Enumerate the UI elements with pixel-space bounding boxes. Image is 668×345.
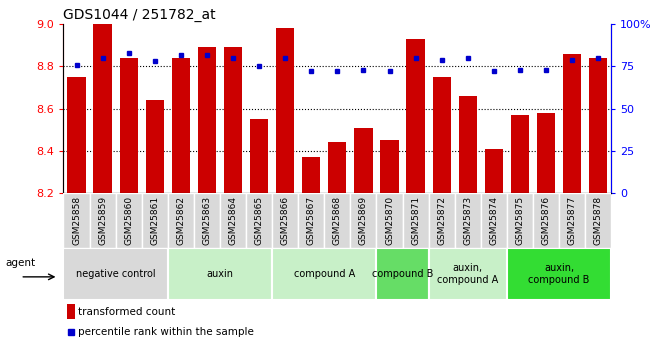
Bar: [324, 193, 351, 248]
Text: percentile rank within the sample: percentile rank within the sample: [78, 327, 254, 337]
Bar: [328, 142, 347, 193]
Text: auxin: auxin: [206, 269, 233, 279]
Text: GSM25875: GSM25875: [516, 196, 524, 245]
Text: GSM25862: GSM25862: [176, 196, 185, 245]
Bar: [67, 304, 75, 319]
Text: GSM25872: GSM25872: [437, 196, 446, 245]
Bar: [272, 193, 298, 248]
Text: compound B: compound B: [372, 269, 434, 279]
Bar: [168, 248, 272, 300]
Bar: [116, 193, 142, 248]
Bar: [90, 193, 116, 248]
Bar: [250, 119, 269, 193]
Text: GDS1044 / 251782_at: GDS1044 / 251782_at: [63, 8, 216, 22]
Bar: [403, 193, 429, 248]
Text: GSM25874: GSM25874: [490, 196, 498, 245]
Bar: [220, 193, 246, 248]
Bar: [146, 100, 164, 193]
Bar: [455, 193, 481, 248]
Bar: [589, 58, 607, 193]
Bar: [511, 115, 529, 193]
Text: GSM25860: GSM25860: [124, 196, 133, 245]
Bar: [276, 28, 295, 193]
Text: GSM25878: GSM25878: [594, 196, 603, 245]
Bar: [481, 193, 507, 248]
Text: GSM25869: GSM25869: [359, 196, 368, 245]
Bar: [298, 193, 324, 248]
Bar: [67, 77, 86, 193]
Bar: [224, 47, 242, 193]
Text: GSM25866: GSM25866: [281, 196, 290, 245]
Bar: [533, 193, 559, 248]
Text: GSM25868: GSM25868: [333, 196, 342, 245]
Bar: [120, 58, 138, 193]
Text: GSM25861: GSM25861: [150, 196, 159, 245]
Bar: [194, 193, 220, 248]
Bar: [507, 193, 533, 248]
Text: GSM25864: GSM25864: [228, 196, 238, 245]
Text: GSM25876: GSM25876: [542, 196, 550, 245]
Text: GSM25870: GSM25870: [385, 196, 394, 245]
Bar: [302, 157, 321, 193]
Bar: [351, 193, 377, 248]
Bar: [168, 193, 194, 248]
Bar: [63, 193, 90, 248]
Bar: [537, 113, 555, 193]
Text: GSM25871: GSM25871: [411, 196, 420, 245]
Text: agent: agent: [5, 258, 35, 268]
Bar: [377, 193, 403, 248]
Bar: [429, 193, 455, 248]
Text: negative control: negative control: [75, 269, 156, 279]
Text: GSM25873: GSM25873: [464, 196, 472, 245]
Text: GSM25859: GSM25859: [98, 196, 107, 245]
Text: GSM25863: GSM25863: [202, 196, 211, 245]
Bar: [272, 248, 377, 300]
Bar: [354, 128, 373, 193]
Bar: [94, 24, 112, 193]
Bar: [433, 77, 451, 193]
Bar: [172, 58, 190, 193]
Bar: [63, 248, 168, 300]
Text: GSM25865: GSM25865: [255, 196, 264, 245]
Bar: [380, 140, 399, 193]
Bar: [459, 96, 477, 193]
Bar: [485, 149, 503, 193]
Bar: [142, 193, 168, 248]
Text: transformed count: transformed count: [78, 307, 176, 317]
Bar: [246, 193, 272, 248]
Text: auxin,
compound B: auxin, compound B: [528, 264, 590, 285]
Text: GSM25867: GSM25867: [307, 196, 316, 245]
Bar: [507, 248, 611, 300]
Bar: [559, 193, 585, 248]
Bar: [563, 54, 581, 193]
Bar: [377, 248, 429, 300]
Bar: [585, 193, 611, 248]
Text: auxin,
compound A: auxin, compound A: [437, 264, 498, 285]
Text: compound A: compound A: [294, 269, 355, 279]
Bar: [406, 39, 425, 193]
Bar: [198, 47, 216, 193]
Bar: [429, 248, 507, 300]
Text: GSM25858: GSM25858: [72, 196, 81, 245]
Text: GSM25877: GSM25877: [568, 196, 576, 245]
